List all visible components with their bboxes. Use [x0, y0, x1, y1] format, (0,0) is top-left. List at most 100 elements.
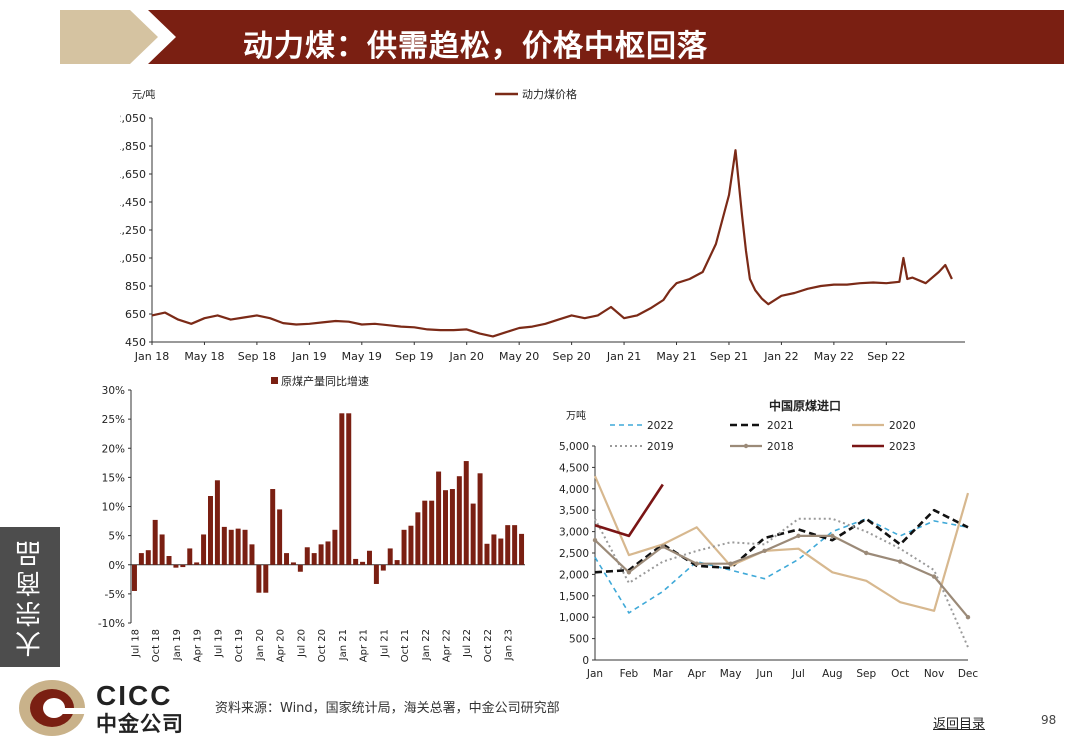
header-banner	[60, 10, 1064, 64]
point-2018	[728, 561, 733, 566]
x-tick-label: Oct 21	[400, 629, 411, 662]
legend-label-2022: 2022	[647, 420, 674, 432]
bar	[456, 476, 462, 565]
x-tick-label: Jan 23	[504, 629, 515, 661]
x-tick-label: Jan 20	[255, 629, 266, 661]
bar	[228, 529, 234, 565]
imports-chart-title: 中国原煤进口	[769, 398, 841, 413]
y-tick-label: 3,000	[559, 527, 589, 539]
y-axis-unit: 万吨	[566, 409, 586, 422]
y-tick-label: 4,000	[559, 484, 589, 496]
header-bar: 动力煤：供需趋松，价格中枢回落	[60, 10, 1064, 64]
x-tick-label: May 21	[656, 350, 696, 363]
bar	[249, 544, 255, 565]
bar	[159, 534, 165, 565]
x-tick-label: Aug	[822, 668, 843, 680]
bar	[145, 550, 151, 565]
x-tick-label: Apr 20	[276, 629, 287, 662]
x-tick-label: Jul 21	[379, 629, 390, 658]
bar	[353, 558, 359, 565]
bar	[180, 564, 186, 568]
bar	[194, 562, 200, 565]
legend-label-2019: 2019	[647, 441, 674, 453]
back-to-contents-link[interactable]: 返回目录	[933, 717, 986, 732]
y-tick-label: 0%	[108, 560, 125, 572]
bar	[138, 553, 144, 565]
bar	[498, 538, 504, 565]
bar	[408, 525, 414, 565]
x-tick-label: Apr 22	[442, 629, 453, 662]
x-tick-label: May 19	[342, 350, 382, 363]
bar	[470, 503, 476, 565]
x-tick-label: Jul 22	[462, 629, 473, 658]
legend-label-production: 原煤产量同比增速	[281, 374, 369, 388]
bar	[380, 564, 386, 571]
x-tick-label: Oct 20	[317, 629, 328, 662]
cicc-logo-mark	[18, 678, 88, 742]
bar	[449, 489, 455, 565]
y-tick-label: 2,500	[559, 548, 589, 560]
x-tick-label: Jan 21	[606, 350, 641, 363]
x-tick-label: Jul	[791, 668, 805, 680]
bar	[325, 541, 331, 565]
bar	[505, 525, 511, 565]
y-tick-label: 650	[125, 308, 146, 321]
legend-label-price: 动力煤价格	[522, 87, 577, 101]
x-tick-label: May 18	[184, 350, 224, 363]
y-tick-label: 5,000	[559, 441, 589, 453]
bar	[443, 490, 448, 565]
x-tick-label: Jan 22	[763, 350, 798, 363]
series-line-2019	[594, 517, 969, 648]
y-tick-label: 2,050	[120, 112, 146, 125]
bar	[366, 550, 372, 565]
bar	[166, 556, 172, 565]
point-2018	[965, 615, 971, 620]
page-number: 98	[1041, 713, 1057, 727]
bar	[360, 561, 366, 565]
y-tick-label: 20%	[102, 443, 125, 455]
y-axis-unit: 元/吨	[132, 88, 155, 101]
x-tick-label: Apr 19	[193, 629, 204, 662]
series-line-2023	[594, 483, 664, 538]
series-line-2020	[593, 475, 970, 612]
bar	[208, 496, 213, 565]
bar	[436, 471, 442, 565]
production-chart: 30% 25% 20% 15% 10% 5% 0% -5% -10% Jul 18 Oct 18 Ja…	[95, 372, 535, 682]
legend-marker-2018	[743, 443, 749, 449]
y-tick-label: -10%	[98, 618, 125, 630]
bar	[242, 529, 248, 565]
point-2018	[864, 550, 869, 556]
bar	[131, 564, 137, 591]
x-tick-label: Jul 19	[213, 629, 224, 658]
page-title: 动力煤：供需趋松，价格中枢回落	[243, 29, 708, 64]
x-tick-label: Apr 21	[359, 629, 370, 662]
bar	[415, 512, 421, 565]
point-2018	[694, 561, 699, 566]
point-2018	[830, 533, 835, 539]
logo-text-cn: 中金公司	[96, 712, 184, 736]
bar	[290, 562, 296, 565]
y-tick-label: 1,050	[120, 252, 146, 265]
side-tab-label[interactable]: 大宗商品	[15, 537, 46, 657]
x-tick-label: Jan 21	[338, 629, 349, 661]
y-tick-label: 1,250	[120, 224, 146, 237]
legend-swatch-production	[271, 377, 278, 384]
bar	[284, 553, 290, 565]
point-2018	[931, 574, 937, 579]
legend-label-2023: 2023	[889, 441, 916, 453]
side-tab-background	[0, 527, 60, 667]
y-tick-label: 10%	[102, 502, 125, 514]
bar	[484, 543, 490, 565]
bar	[373, 564, 379, 584]
x-tick-label: Nov	[924, 668, 945, 680]
legend-label-2018: 2018	[767, 441, 794, 453]
bar	[263, 564, 269, 593]
bar	[422, 500, 428, 565]
y-tick-label: 850	[125, 280, 146, 293]
y-tick-label: 0	[582, 655, 589, 667]
bar	[297, 564, 303, 572]
point-2018	[626, 570, 632, 575]
bar	[491, 534, 497, 565]
header-chevron-gold	[60, 10, 158, 64]
x-tick-label: Jul 20	[296, 629, 307, 658]
